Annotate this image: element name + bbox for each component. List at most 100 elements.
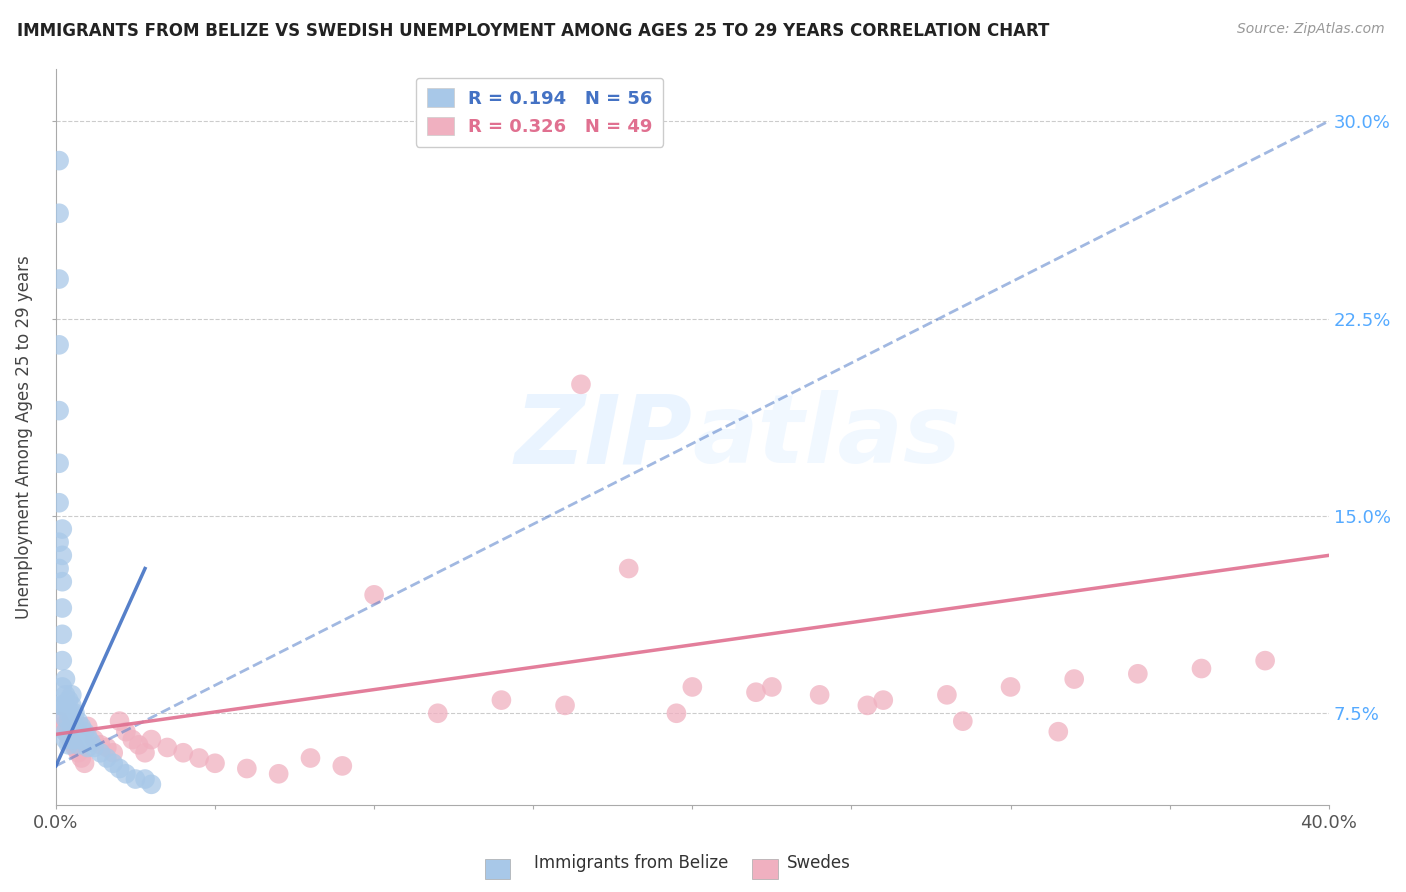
Point xyxy=(60,732,83,747)
Point xyxy=(83,732,105,747)
Point xyxy=(60,698,83,713)
Point xyxy=(103,756,125,771)
Point xyxy=(554,698,576,713)
Y-axis label: Unemployment Among Ages 25 to 29 years: Unemployment Among Ages 25 to 29 years xyxy=(15,255,32,619)
Point xyxy=(48,456,70,470)
Point xyxy=(745,685,768,699)
Point xyxy=(58,730,80,744)
Point xyxy=(58,693,80,707)
Point xyxy=(58,724,80,739)
Point xyxy=(67,724,90,739)
Point xyxy=(58,714,80,728)
Point xyxy=(51,698,73,713)
Point xyxy=(76,730,98,744)
Point xyxy=(1254,654,1277,668)
Point xyxy=(115,724,138,739)
Point xyxy=(51,719,73,733)
Point xyxy=(48,403,70,417)
Point xyxy=(236,762,259,776)
Point xyxy=(156,740,179,755)
Point xyxy=(172,746,194,760)
Point xyxy=(491,693,513,707)
Point xyxy=(188,751,211,765)
Point xyxy=(141,777,163,791)
Point xyxy=(48,496,70,510)
Point xyxy=(63,740,86,755)
Point xyxy=(134,772,156,786)
Point xyxy=(48,535,70,549)
Point xyxy=(569,377,592,392)
Point xyxy=(60,719,83,733)
Point xyxy=(124,772,146,786)
Point xyxy=(1063,672,1085,686)
Point xyxy=(55,724,77,739)
Point xyxy=(60,735,83,749)
Point xyxy=(1000,680,1022,694)
Point xyxy=(617,561,640,575)
Point xyxy=(872,693,894,707)
Point xyxy=(63,719,86,733)
Point xyxy=(1126,666,1149,681)
Point xyxy=(108,714,131,728)
Point xyxy=(108,762,131,776)
Point xyxy=(96,751,118,765)
Point xyxy=(330,759,353,773)
Point xyxy=(73,724,96,739)
Point xyxy=(70,719,93,733)
Point xyxy=(51,574,73,589)
Point xyxy=(51,549,73,563)
Text: Source: ZipAtlas.com: Source: ZipAtlas.com xyxy=(1237,22,1385,37)
Point xyxy=(121,732,143,747)
Point xyxy=(761,680,783,694)
Point xyxy=(48,272,70,286)
Point xyxy=(665,706,688,721)
Point xyxy=(1191,661,1213,675)
Point xyxy=(76,740,98,755)
Point xyxy=(60,688,83,702)
Text: IMMIGRANTS FROM BELIZE VS SWEDISH UNEMPLOYMENT AMONG AGES 25 TO 29 YEARS CORRELA: IMMIGRANTS FROM BELIZE VS SWEDISH UNEMPL… xyxy=(17,22,1049,40)
Point xyxy=(51,522,73,536)
Point xyxy=(70,751,93,765)
Point xyxy=(55,724,77,739)
Point xyxy=(115,766,138,780)
Point xyxy=(76,719,98,733)
Point xyxy=(55,688,77,702)
Point xyxy=(808,688,831,702)
Point xyxy=(55,698,77,713)
Point xyxy=(63,706,86,721)
Point xyxy=(1047,724,1070,739)
Point xyxy=(80,735,103,749)
Point xyxy=(51,601,73,615)
Point xyxy=(299,751,322,765)
Point xyxy=(96,740,118,755)
Point xyxy=(67,738,90,752)
Point xyxy=(204,756,226,771)
Point xyxy=(952,714,974,728)
Point xyxy=(363,588,385,602)
Point xyxy=(681,680,703,694)
Point xyxy=(426,706,449,721)
Text: atlas: atlas xyxy=(692,391,962,483)
Point xyxy=(55,712,77,726)
Point xyxy=(67,746,90,760)
Point xyxy=(89,738,111,752)
Point xyxy=(48,698,70,713)
Point xyxy=(856,698,879,713)
Point xyxy=(128,738,150,752)
Point xyxy=(58,706,80,721)
Text: Swedes: Swedes xyxy=(787,855,851,872)
Text: ZIP: ZIP xyxy=(515,391,692,483)
Point xyxy=(60,706,83,721)
Point xyxy=(73,756,96,771)
Point xyxy=(83,740,105,755)
Point xyxy=(51,680,73,694)
Point xyxy=(141,732,163,747)
Text: Immigrants from Belize: Immigrants from Belize xyxy=(534,855,728,872)
Point xyxy=(51,654,73,668)
Point xyxy=(89,746,111,760)
Point xyxy=(48,206,70,220)
Point xyxy=(48,338,70,352)
Point xyxy=(267,766,290,780)
Point xyxy=(48,153,70,168)
Point xyxy=(55,672,77,686)
